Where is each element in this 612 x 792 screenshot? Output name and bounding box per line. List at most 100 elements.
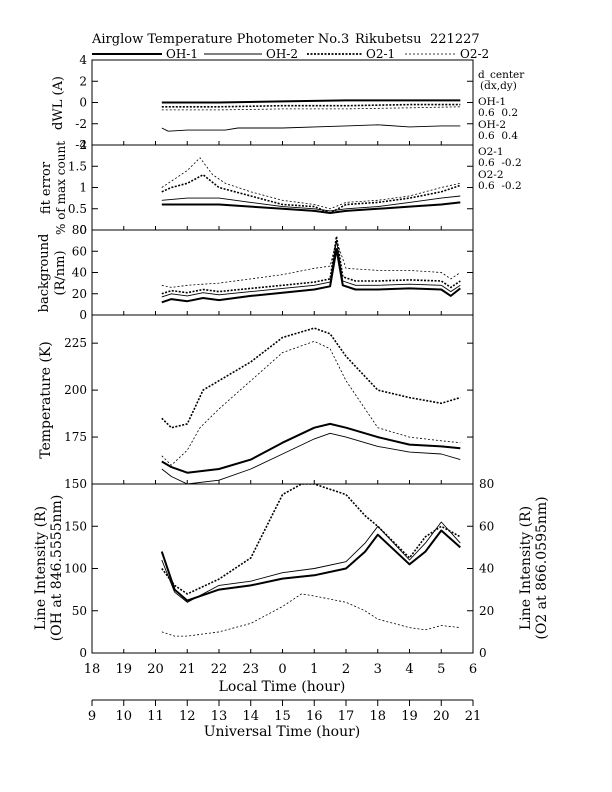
- local-time-tick-3: 21: [179, 662, 196, 677]
- ytick-label-background-2: 40: [72, 266, 87, 280]
- d-center-value-oh-2: 0.6 0.4: [478, 130, 518, 142]
- series-temperature-o2-1: [161, 327, 461, 429]
- legend-label-oh-2: OH-2: [266, 47, 298, 61]
- ytick-label-background-4: 80: [72, 223, 87, 237]
- plot-area: -4-202400.511.52020406080150175200225050…: [64, 53, 494, 724]
- universal-time-tick-4: 13: [211, 709, 228, 724]
- universal-time-tick-9: 18: [369, 709, 386, 724]
- d-center-name-o2-2: O2-2: [478, 169, 504, 181]
- universal-time-tick-0: 9: [88, 709, 96, 724]
- ytick-label-dwl-0: -4: [75, 138, 87, 152]
- background-ylabel-unit: (R/nm): [53, 250, 68, 295]
- ytick-label-right-intensity-0: 0: [479, 646, 487, 660]
- series-background-oh-1: [161, 248, 461, 304]
- universal-time-tick-11: 20: [433, 709, 450, 724]
- legend: OH-1 OH-2 O2-1 O2-2: [92, 47, 489, 61]
- intensity-ylabel-right: Line Intensity (R): [518, 506, 534, 630]
- local-time-tick-0: 18: [84, 662, 101, 677]
- local-time-tick-7: 1: [310, 662, 318, 677]
- legend-label-o2-1: O2-1: [366, 47, 395, 61]
- panel-dwl: -4 -2 0 2 4: [75, 53, 474, 152]
- universal-time-tick-10: 19: [401, 709, 418, 724]
- dwl-ylabel: dWL (A): [51, 76, 66, 130]
- ytick-label-right-intensity-1: 20: [479, 604, 494, 618]
- ytick-label-intensity-0: 0: [79, 646, 87, 660]
- universal-time-tick-2: 11: [147, 709, 164, 724]
- d-center-name-o2-1: O2-1: [478, 146, 504, 158]
- panel-frame-background: [91, 229, 474, 316]
- d-center-block: d_center (dx,dy) OH-1 0.6 0.2 OH-2 0.6 0…: [478, 69, 525, 192]
- local-time-tick-9: 3: [374, 662, 382, 677]
- ytick-label-temperature-0: 150: [64, 477, 87, 491]
- series-background-oh-2: [161, 240, 461, 298]
- y-axis-labels: dWL (A) fit error % of max count backgro…: [33, 76, 550, 641]
- panel-frame-dwl: [91, 59, 474, 146]
- ytick-label-dwl-3: 2: [79, 74, 87, 88]
- local-time-tick-11: 5: [437, 662, 445, 677]
- ytick-label-dwl-4: 4: [79, 53, 87, 67]
- universal-time-tick-3: 12: [179, 709, 196, 724]
- figure-date: 221227: [430, 32, 480, 47]
- universal-time-tick-12: 21: [465, 709, 482, 724]
- local-time-tick-8: 2: [342, 662, 350, 677]
- ytick-label-background-1: 20: [72, 287, 87, 301]
- d-center-value-o2-1: 0.6 -0.2: [478, 157, 522, 169]
- figure-header: Airglow Temperature Photometer No.3 Riku…: [91, 32, 480, 47]
- ytick-label-background-0: 0: [79, 308, 87, 322]
- series-dwl-o2-1: [161, 103, 461, 108]
- panel-temperature: 150 175 200 225: [64, 314, 474, 491]
- series-fit_error-oh-2: [161, 195, 461, 212]
- local-time-tick-10: 4: [405, 662, 413, 677]
- ytick-label-dwl-1: -2: [75, 117, 87, 131]
- ytick-label-fit_error-4: 2: [79, 138, 87, 152]
- series-temperature-oh-2: [161, 432, 461, 484]
- ytick-label-temperature-2: 200: [64, 383, 87, 397]
- legend-label-oh-1: OH-1: [166, 47, 198, 61]
- series-dwl-oh-1: [161, 99, 461, 104]
- local-time-tick-2: 20: [147, 662, 164, 677]
- ytick-label-right-intensity-3: 60: [479, 519, 494, 533]
- intensity-ylabel-right-unit: (O2 at 866.0595nm): [534, 496, 550, 639]
- d-center-subtitle: (dx,dy): [480, 80, 517, 92]
- ytick-label-right-intensity-2: 40: [479, 562, 494, 576]
- panel-fit_error: 0 0.5 1 1.5 2: [68, 138, 474, 237]
- series-background-o2-2: [161, 240, 461, 288]
- d-center-name-oh-2: OH-2: [478, 119, 506, 131]
- ytick-label-right-intensity-4: 80: [479, 477, 494, 491]
- ytick-label-fit_error-3: 1.5: [68, 159, 87, 173]
- series-fit_error-oh-1: [161, 201, 461, 214]
- panel-intensity: 0 50 100 150 0 20 40 60 80: [64, 477, 494, 660]
- universal-time-tick-6: 15: [274, 709, 291, 724]
- series-intensity-o2-2: [161, 593, 461, 637]
- ytick-label-fit_error-2: 1: [79, 181, 87, 195]
- background-ylabel: background: [37, 234, 52, 313]
- ytick-label-intensity-3: 150: [64, 519, 87, 533]
- legend-label-o2-2: O2-2: [460, 47, 489, 61]
- ytick-label-intensity-1: 50: [72, 604, 87, 618]
- figure-title: Airglow Temperature Photometer No.3: [91, 32, 349, 47]
- ytick-label-fit_error-1: 0.5: [68, 202, 87, 216]
- ytick-label-intensity-2: 100: [64, 562, 87, 576]
- series-intensity-o2-1: [161, 484, 461, 595]
- universal-time-axis-title: Universal Time (hour): [204, 724, 361, 740]
- figure-station: Rikubetsu: [355, 32, 421, 47]
- series-dwl-o2-2: [161, 106, 461, 111]
- d-center-title: d_center: [478, 69, 525, 81]
- local-time-tick-5: 23: [242, 662, 259, 677]
- ytick-label-background-3: 60: [72, 244, 87, 258]
- ytick-label-temperature-1: 175: [64, 430, 87, 444]
- ytick-label-temperature-3: 225: [64, 336, 87, 350]
- local-time-tick-4: 22: [211, 662, 228, 677]
- panel-frame-intensity: [91, 483, 474, 654]
- fit-error-ylabel: fit error: [39, 161, 54, 214]
- intensity-ylabel-left: Line Intensity (R): [33, 506, 49, 630]
- panel-background: 0 20 40 60 80: [72, 223, 474, 322]
- series-temperature-o2-2: [161, 340, 461, 466]
- series-fit_error-o2-1: [161, 174, 461, 214]
- series-fit_error-o2-2: [161, 157, 461, 210]
- ytick-label-dwl-2: 0: [79, 96, 87, 110]
- local-time-tick-12: 6: [469, 662, 477, 677]
- fit-error-ylabel-unit: % of max count: [54, 141, 68, 235]
- universal-time-tick-1: 10: [115, 709, 132, 724]
